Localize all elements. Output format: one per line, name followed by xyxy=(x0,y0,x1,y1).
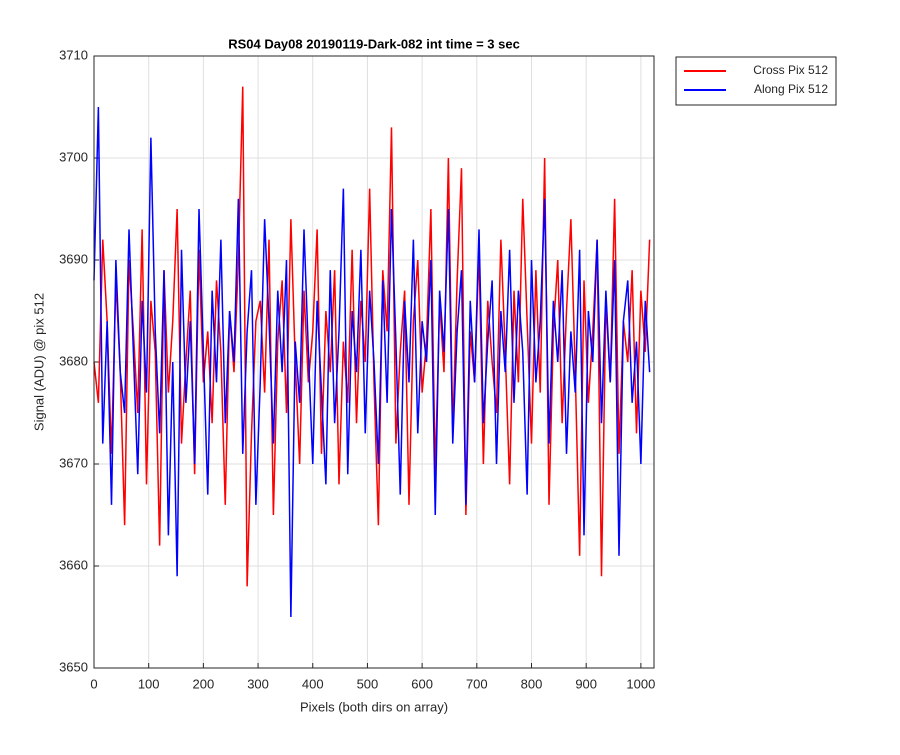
x-axis-label: Pixels (both dirs on array) xyxy=(300,699,448,714)
x-tick-label: 1000 xyxy=(626,676,655,691)
data-line xyxy=(93,86,651,587)
y-tick-label: 3700 xyxy=(59,149,88,164)
x-tick-label: 200 xyxy=(193,676,215,691)
data-line xyxy=(93,106,651,618)
y-tick-label: 3680 xyxy=(59,353,88,368)
x-tick-label: 900 xyxy=(575,676,597,691)
y-tick-label: 3650 xyxy=(59,659,88,674)
x-tick-label: 0 xyxy=(90,676,97,691)
x-tick-label: 400 xyxy=(302,676,324,691)
legend-box xyxy=(675,56,837,106)
y-tick-label: 3690 xyxy=(59,251,88,266)
y-tick-label: 3670 xyxy=(59,455,88,470)
x-tick-label: 600 xyxy=(411,676,433,691)
y-axis-label: Signal (ADU) @ pix 512 xyxy=(31,293,46,431)
y-tick-label: 3660 xyxy=(59,557,88,572)
x-tick-label: 300 xyxy=(247,676,269,691)
legend-label: Along Pix 512 xyxy=(754,82,828,96)
x-tick-label: 100 xyxy=(138,676,160,691)
axes-box xyxy=(93,55,655,669)
x-tick-label: 700 xyxy=(466,676,488,691)
x-tick-label: 800 xyxy=(521,676,543,691)
x-tick-label: 500 xyxy=(357,676,379,691)
chart-title: RS04 Day08 20190119-Dark-082 int time = … xyxy=(228,36,520,51)
y-tick-label: 3710 xyxy=(59,47,88,62)
legend-label: Cross Pix 512 xyxy=(753,63,828,77)
